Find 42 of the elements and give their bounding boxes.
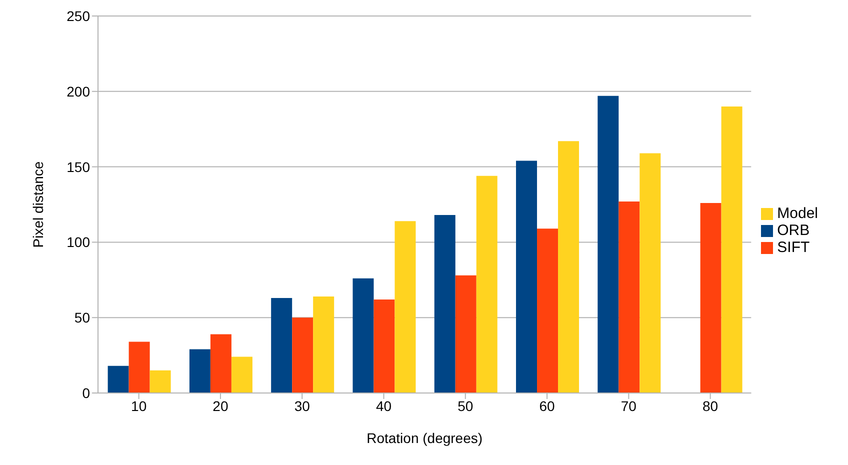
x-tick-label: 60 bbox=[539, 398, 556, 414]
bar bbox=[108, 366, 129, 393]
bar bbox=[374, 300, 395, 393]
bar bbox=[618, 201, 640, 393]
bar bbox=[313, 296, 334, 393]
x-tick-label: 20 bbox=[212, 398, 228, 414]
x-tick-label: 30 bbox=[294, 398, 310, 414]
bar bbox=[598, 96, 619, 393]
x-axis-title: Rotation (degrees) bbox=[366, 430, 483, 446]
x-tick-label: 10 bbox=[131, 398, 147, 414]
bar bbox=[640, 153, 661, 393]
x-tick-label: 70 bbox=[620, 398, 637, 414]
bar bbox=[516, 160, 538, 393]
bar bbox=[150, 370, 171, 393]
y-tick-label: 250 bbox=[66, 8, 90, 24]
bar bbox=[128, 342, 150, 393]
legend-label: SIFT bbox=[777, 239, 810, 256]
bar bbox=[721, 106, 742, 393]
bar bbox=[476, 176, 498, 393]
bar bbox=[352, 278, 374, 393]
bar bbox=[537, 228, 558, 393]
x-tick-label: 80 bbox=[702, 398, 718, 414]
x-tick-label: 50 bbox=[458, 398, 474, 414]
y-tick-label: 100 bbox=[66, 234, 90, 250]
bar bbox=[210, 334, 232, 393]
y-axis-title: Pixel distance bbox=[30, 161, 46, 248]
bar bbox=[558, 141, 580, 393]
bar bbox=[434, 215, 456, 393]
bar bbox=[292, 318, 314, 393]
x-tick-label: 40 bbox=[376, 398, 392, 414]
bar bbox=[455, 275, 476, 393]
legend-label: Model bbox=[777, 205, 818, 222]
bar bbox=[231, 356, 252, 393]
y-tick-label: 150 bbox=[66, 158, 90, 175]
bar bbox=[271, 298, 292, 393]
legend-label: ORB bbox=[777, 222, 810, 239]
bar bbox=[394, 221, 416, 393]
y-tick-label: 50 bbox=[74, 310, 90, 326]
bar bbox=[189, 349, 210, 393]
bar bbox=[700, 202, 722, 393]
y-tick-label: 0 bbox=[82, 384, 90, 401]
y-tick-label: 200 bbox=[66, 83, 90, 100]
